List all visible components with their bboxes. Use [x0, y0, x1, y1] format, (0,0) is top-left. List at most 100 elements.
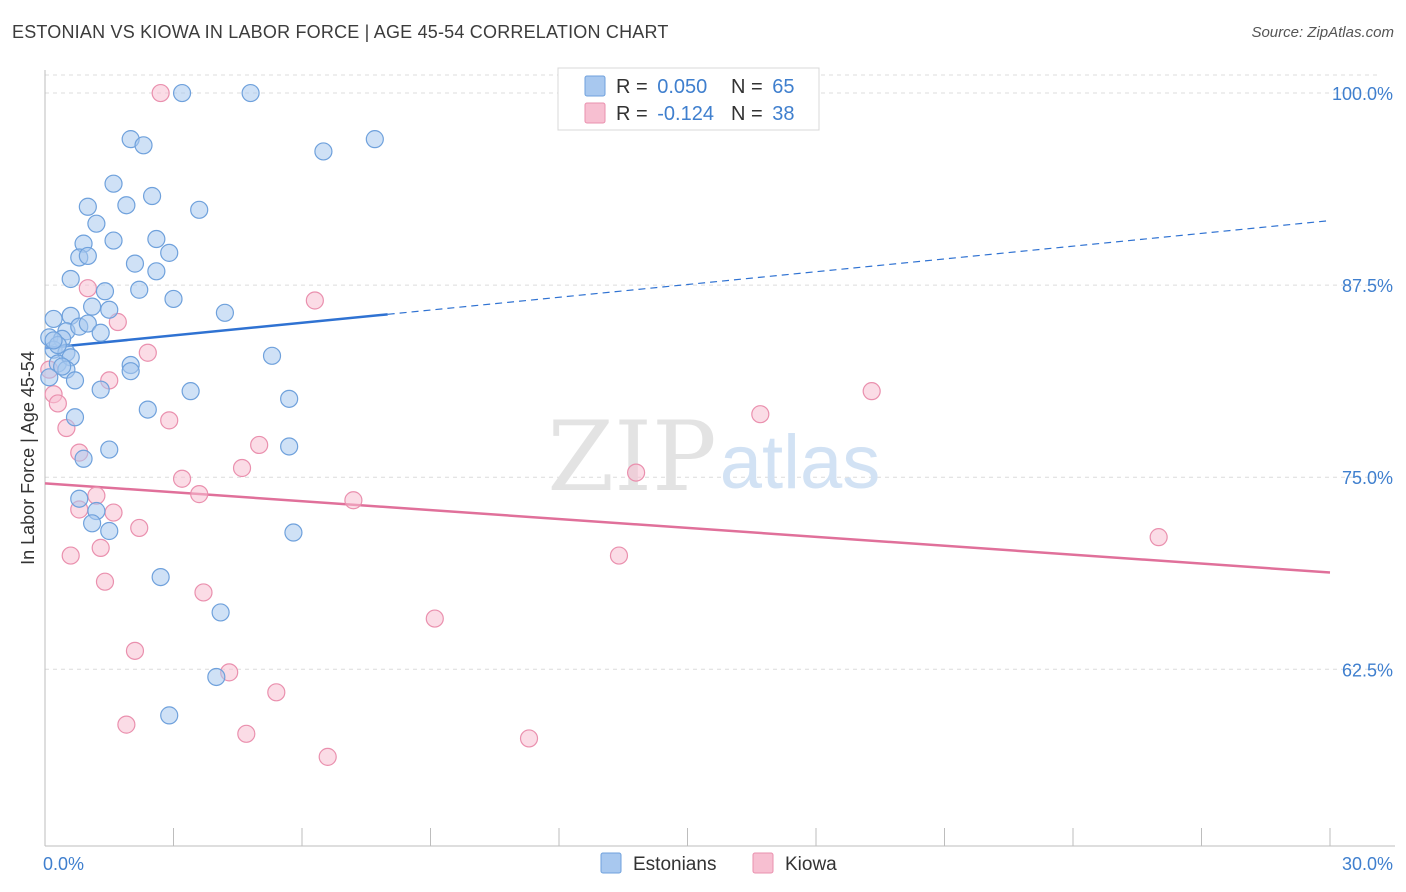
kiowa-point	[609, 546, 629, 565]
y-tick-label: 62.5%	[1342, 660, 1393, 680]
series-legend-kiowa: Kiowa	[785, 854, 837, 875]
estonians-point	[91, 380, 110, 399]
kiowa-point	[104, 503, 123, 522]
watermark: ZIP atlas	[547, 401, 880, 513]
kiowa-point	[237, 724, 256, 743]
kiowa-point	[130, 518, 149, 538]
estonians-point	[91, 323, 110, 342]
estonians-point	[87, 214, 106, 233]
kiowa-point	[232, 458, 252, 478]
x-tick-label-min: 0.0%	[43, 854, 84, 874]
estonians-point	[164, 289, 183, 309]
estonians-point	[215, 303, 234, 322]
kiowa-point	[117, 715, 136, 734]
estonians-point	[100, 521, 119, 541]
kiowa-point	[425, 609, 444, 628]
estonians-point	[78, 246, 97, 266]
kiowa-point	[751, 405, 770, 424]
kiowa-point	[125, 641, 145, 660]
kiowa-point	[318, 747, 337, 766]
series-legend: Estonians Kiowa	[600, 852, 837, 875]
kiowa-point	[151, 83, 170, 103]
svg-text:N = 38: N = 38	[731, 103, 795, 125]
estonians-point	[95, 282, 115, 301]
estonians-point	[100, 300, 119, 319]
kiowa-point	[305, 291, 324, 310]
y-axis-title: In Labor Force | Age 45-54	[18, 351, 38, 565]
series-legend-estonians: Estonians	[633, 854, 716, 875]
estonians-point	[207, 667, 226, 687]
kiowa-point	[194, 583, 213, 602]
estonians-point	[104, 231, 123, 250]
estonians-point	[78, 197, 97, 216]
kiowa-point	[1149, 528, 1168, 547]
estonians-point	[138, 400, 157, 419]
kiowa-point	[267, 683, 286, 702]
y-tick-label: 75.0%	[1342, 468, 1393, 488]
kiowa-point	[862, 382, 881, 401]
kiowa-point	[138, 343, 157, 362]
watermark-atlas: atlas	[720, 420, 881, 505]
estonians-point	[241, 83, 260, 103]
legend-r-value-1: 0.050	[657, 76, 707, 98]
estonians-point	[83, 297, 102, 316]
estonians-point	[61, 269, 80, 289]
estonians-point	[121, 362, 140, 381]
kiowa-point	[108, 312, 127, 332]
estonians-point	[44, 309, 63, 329]
kiowa-point	[172, 469, 192, 488]
estonians-point	[142, 186, 162, 206]
estonians-point	[65, 408, 85, 427]
estonians-point	[314, 142, 333, 161]
series-legend-swatch-estonians	[600, 852, 622, 874]
x-tick-label-max: 30.0%	[1342, 854, 1393, 874]
axes	[44, 70, 1395, 847]
kiowa-point	[78, 279, 97, 298]
kiowa-point	[190, 485, 209, 504]
estonians-point	[134, 136, 153, 155]
estonians-point	[147, 262, 166, 281]
y-tick-labels: 62.5% 75.0% 87.5% 100.0%	[1332, 84, 1393, 680]
chart-title: ESTONIAN VS KIOWA IN LABOR FORCE | AGE 4…	[12, 22, 669, 42]
estonians-point	[83, 514, 102, 533]
legend-r-label-1: R =	[616, 76, 653, 98]
estonians-point	[40, 368, 59, 387]
estonians-point	[181, 382, 200, 401]
svg-text:N = 65: N = 65	[731, 76, 795, 98]
legend-n-label-2: N =	[731, 103, 768, 125]
y-tick-label: 100.0%	[1332, 84, 1393, 104]
svg-text:R = 0.050: R = 0.050	[616, 76, 707, 98]
kiowa-point	[95, 572, 115, 591]
trend-lines	[44, 219, 1331, 574]
estonians-point	[74, 449, 93, 468]
estonians-trend-extension	[387, 219, 1331, 315]
kiowa-point	[160, 411, 179, 430]
estonians-point	[365, 130, 384, 149]
kiowa-trend-line	[44, 482, 1331, 574]
legend-swatch-kiowa	[584, 102, 606, 124]
estonians-point	[147, 229, 166, 249]
estonians-point	[280, 437, 299, 456]
source-credit: Source: ZipAtlas.com	[1251, 24, 1394, 41]
stats-legend: R = 0.050 N = 65 R = -0.124 N = 38	[557, 67, 820, 131]
estonians-point	[78, 314, 97, 333]
kiowa-point	[48, 394, 67, 413]
estonians-point	[65, 371, 85, 390]
estonians-point	[130, 280, 149, 299]
estonians-point	[160, 243, 179, 262]
legend-n-label-1: N =	[731, 76, 768, 98]
estonians-point	[262, 346, 282, 365]
estonians-trend-line	[44, 313, 388, 350]
legend-n-value-2: 38	[772, 103, 794, 125]
svg-text:R = -0.124: R = -0.124	[616, 103, 714, 125]
estonians-point	[53, 357, 72, 376]
series-legend-swatch-kiowa	[752, 852, 774, 874]
kiowa-point	[61, 546, 80, 565]
kiowa-point	[626, 463, 646, 482]
kiowa-point	[344, 491, 363, 510]
estonians-point	[284, 523, 303, 542]
estonians-points	[40, 83, 384, 725]
legend-r-label-2: R =	[616, 103, 653, 125]
legend-n-value-1: 65	[772, 76, 794, 98]
